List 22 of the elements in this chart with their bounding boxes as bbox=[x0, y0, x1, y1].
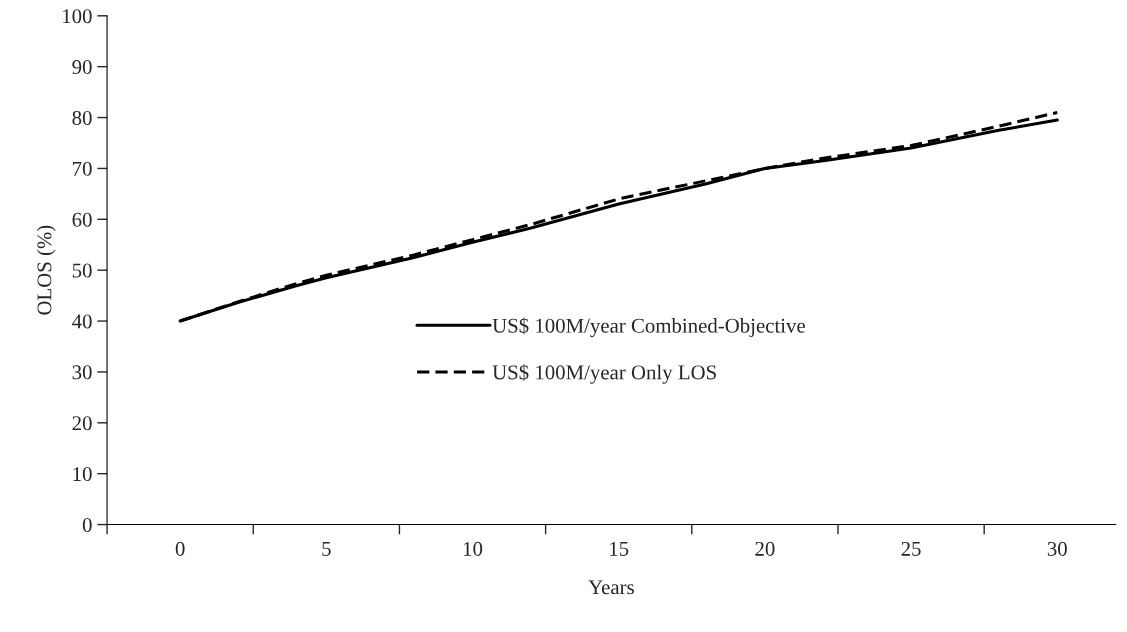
x-tick-label: 10 bbox=[463, 541, 483, 556]
x-tick-label: 15 bbox=[610, 541, 629, 556]
y-tick-label: 0 bbox=[82, 517, 92, 532]
y-tick-label: 50 bbox=[72, 263, 92, 278]
y-tick-label: 90 bbox=[72, 60, 92, 75]
x-tick-label: 30 bbox=[1047, 541, 1067, 556]
y-tick-label: 100 bbox=[63, 9, 92, 24]
y-axis-title: OLOS (%) bbox=[36, 225, 56, 315]
legend-label: US$ 100M/year Combined-Objective bbox=[492, 317, 805, 338]
y-tick-label: 80 bbox=[72, 110, 92, 125]
x-axis-title: Years bbox=[588, 580, 634, 595]
legend-label: US$ 100M/year Only LOS bbox=[492, 364, 716, 384]
y-tick-label: 60 bbox=[72, 212, 92, 227]
y-tick-label: 30 bbox=[72, 365, 92, 380]
y-tick-label: 70 bbox=[73, 161, 92, 176]
x-tick-label: 25 bbox=[901, 541, 921, 556]
x-tick-label: 0 bbox=[175, 541, 185, 556]
y-tick-label: 20 bbox=[72, 416, 92, 431]
x-tick-label: 20 bbox=[755, 541, 775, 556]
y-tick-label: 40 bbox=[72, 314, 92, 329]
x-tick-label: 5 bbox=[322, 542, 331, 556]
y-tick-label: 10 bbox=[73, 467, 92, 482]
